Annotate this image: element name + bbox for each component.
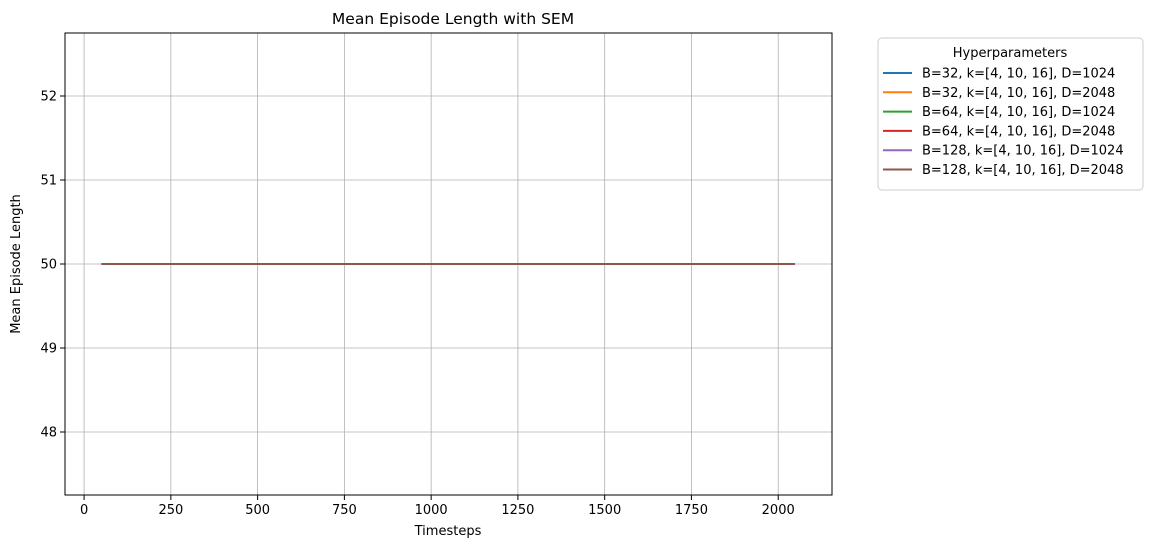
legend-label-4: B=64, k=[4, 10, 16], D=2048 [922,124,1115,139]
x-tick-label: 2000 [762,503,795,518]
x-tick-label: 1500 [588,503,621,518]
x-axis-label: Timesteps [414,524,482,539]
y-tick-label: 52 [40,90,57,105]
legend-label-2: B=32, k=[4, 10, 16], D=2048 [922,86,1115,101]
x-tick-label: 500 [245,503,270,518]
chart-title: Mean Episode Length with SEM [332,10,574,28]
y-tick-label: 51 [40,174,57,189]
legend-label-1: B=32, k=[4, 10, 16], D=1024 [922,67,1115,82]
legend-title: Hyperparameters [953,46,1068,61]
y-axis-label: Mean Episode Length [9,194,24,334]
y-tick-label: 48 [40,426,57,441]
y-tick-label: 49 [40,342,57,357]
y-tick-label: 50 [40,258,57,273]
x-tick-label: 1750 [675,503,708,518]
legend: Hyperparameters B=32, k=[4, 10, 16], D=1… [877,37,1144,191]
x-tick-label: 750 [332,503,357,518]
x-axis-ticks: 0 250 500 750 1000 1250 1500 1750 2000 [80,495,795,518]
x-tick-label: 1000 [415,503,448,518]
legend-items: B=32, k=[4, 10, 16], D=1024 B=32, k=[4, 1… [883,67,1124,178]
legend-box [877,37,1144,191]
legend-label-5: B=128, k=[4, 10, 16], D=1024 [922,144,1124,159]
x-tick-label: 1250 [501,503,534,518]
x-tick-label: 0 [80,503,88,518]
y-axis-ticks: 48 49 50 51 52 [40,90,65,441]
legend-label-6: B=128, k=[4, 10, 16], D=2048 [922,163,1124,178]
x-tick-label: 250 [158,503,183,518]
legend-label-3: B=64, k=[4, 10, 16], D=1024 [922,105,1115,120]
